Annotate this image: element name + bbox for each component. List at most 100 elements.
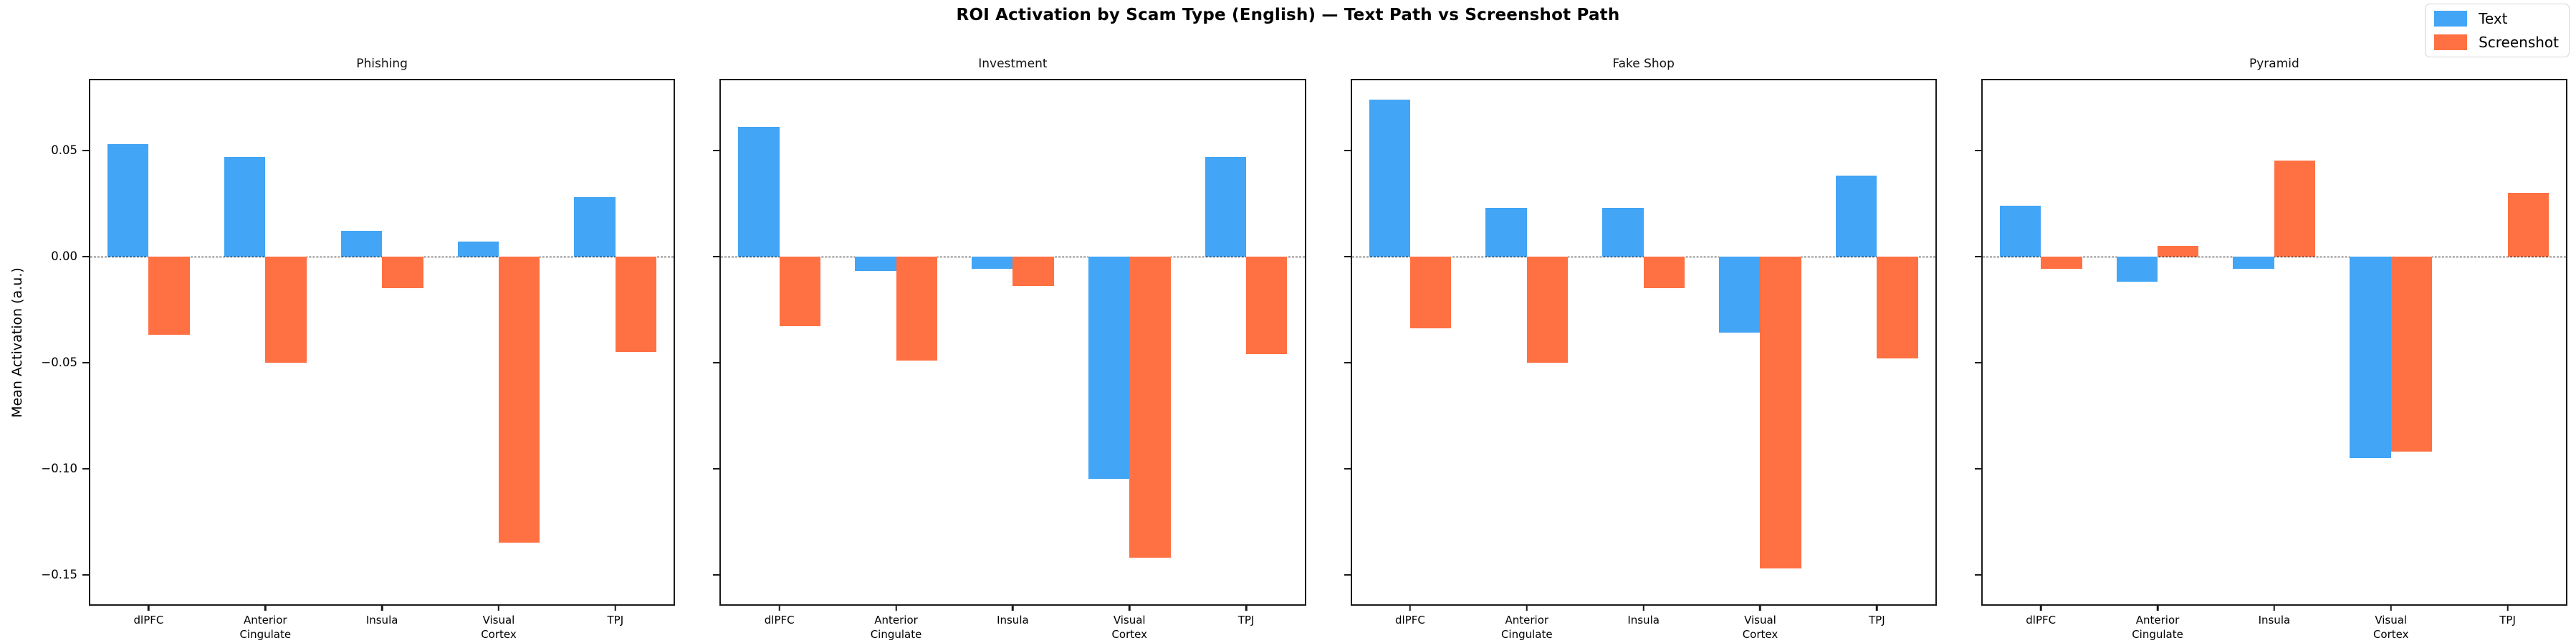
bar-screenshot-anterior-cingulate bbox=[1526, 256, 1569, 363]
x-tick-mark bbox=[895, 604, 897, 611]
y-tick-mark bbox=[1974, 361, 1981, 364]
bar-text-tpj bbox=[1835, 176, 1877, 257]
x-tick-mark bbox=[1012, 604, 1014, 611]
y-tick-mark bbox=[1344, 149, 1351, 152]
y-tick-mark bbox=[1974, 573, 1981, 576]
x-tick-mark bbox=[2506, 604, 2509, 611]
bar-text-dlpfc bbox=[1369, 99, 1410, 257]
bar-text-insula bbox=[2233, 256, 2274, 270]
x-tick-mark bbox=[264, 604, 267, 611]
bar-text-insula bbox=[340, 231, 383, 257]
legend: Text Screenshot bbox=[2425, 4, 2570, 57]
x-tick-label: Visual Cortex bbox=[1742, 614, 1778, 641]
x-tick-mark bbox=[1409, 604, 1412, 611]
bar-screenshot-tpj bbox=[1246, 256, 1288, 354]
bar-text-anterior-cingulate bbox=[2116, 256, 2158, 282]
subplot-fake-shop: Fake Shop dlPFC Anterior Cingulate Insula Vi… bbox=[1344, 57, 1937, 641]
y-tick-mark bbox=[82, 573, 89, 576]
x-tick-mark bbox=[497, 604, 500, 611]
subplot-title: Pyramid bbox=[2249, 57, 2299, 71]
legend-item-text: Text bbox=[2434, 11, 2559, 27]
bar-screenshot-anterior-cingulate bbox=[2158, 245, 2199, 257]
x-tick-label: TPJ bbox=[1237, 614, 1255, 627]
legend-swatch-text bbox=[2434, 11, 2468, 27]
x-tick-label: Anterior Cingulate bbox=[870, 614, 922, 641]
bar-screenshot-visual-cortex bbox=[1760, 256, 1801, 568]
x-tick-label: dlPFC bbox=[1395, 614, 1425, 627]
x-tick-label: Insula bbox=[997, 614, 1029, 627]
subplot-title: Phishing bbox=[356, 57, 408, 71]
bar-screenshot-visual-cortex bbox=[2390, 256, 2433, 452]
bar-screenshot-dlpfc bbox=[2041, 256, 2082, 270]
x-tick-mark bbox=[778, 604, 780, 611]
x-tick-label: Visual Cortex bbox=[1111, 614, 1147, 641]
bar-text-anterior-cingulate bbox=[224, 156, 266, 257]
bar-screenshot-tpj bbox=[1877, 256, 1918, 358]
x-tick-label: TPJ bbox=[1868, 614, 1885, 627]
y-tick-mark bbox=[713, 255, 720, 258]
bar-text-visual-cortex bbox=[457, 241, 499, 257]
legend-item-screenshot: Screenshot bbox=[2434, 34, 2559, 50]
x-tick-label: dlPFC bbox=[133, 614, 164, 627]
bar-text-dlpfc bbox=[107, 143, 149, 257]
y-tick-mark bbox=[1344, 255, 1351, 258]
x-tick-mark bbox=[1876, 604, 1878, 611]
bar-screenshot-insula bbox=[382, 256, 423, 289]
bar-screenshot-dlpfc bbox=[1409, 256, 1452, 329]
bar-screenshot-visual-cortex bbox=[1129, 256, 1171, 558]
y-axis-label: Mean Activation (a.u.) bbox=[9, 267, 25, 418]
panels-row: Phishing 0.05 0.00 −0.05 −0.10 −0.15 dlPFC Ante… bbox=[41, 57, 2567, 641]
bar-text-visual-cortex bbox=[2350, 256, 2391, 458]
y-tick-label: −0.10 bbox=[41, 461, 77, 475]
x-tick-mark bbox=[2390, 604, 2392, 611]
y-tick-label: −0.15 bbox=[41, 567, 77, 581]
x-tick-label: Visual Cortex bbox=[2372, 614, 2409, 641]
y-tick-label: 0.00 bbox=[51, 249, 77, 263]
y-tick-mark bbox=[82, 255, 89, 258]
x-tick-mark bbox=[614, 604, 617, 611]
bar-text-visual-cortex bbox=[1088, 256, 1130, 480]
x-tick-mark bbox=[2039, 604, 2042, 611]
subplot-title: Investment bbox=[978, 57, 1048, 71]
x-tick-mark bbox=[1128, 604, 1131, 611]
x-tick-mark bbox=[1642, 604, 1644, 611]
x-tick-label: Visual Cortex bbox=[481, 614, 517, 641]
bar-text-anterior-cingulate bbox=[855, 256, 896, 272]
bar-screenshot-tpj bbox=[2507, 192, 2549, 257]
bar-text-dlpfc bbox=[1999, 205, 2041, 257]
x-tick-mark bbox=[1245, 604, 1248, 611]
bar-text-tpj bbox=[574, 196, 616, 257]
x-tick-label: Anterior Cingulate bbox=[2132, 614, 2183, 641]
bar-text-visual-cortex bbox=[1719, 256, 1761, 333]
y-tick-mark bbox=[82, 149, 89, 152]
x-tick-mark bbox=[1759, 604, 1761, 611]
legend-label: Text bbox=[2479, 10, 2508, 27]
x-tick-mark bbox=[1526, 604, 1528, 611]
x-tick-label: Insula bbox=[365, 614, 398, 627]
y-tick-label: 0.05 bbox=[51, 143, 77, 157]
x-tick-label: Anterior Cingulate bbox=[239, 614, 292, 641]
bar-text-insula bbox=[971, 256, 1013, 270]
bar-text-dlpfc bbox=[738, 127, 780, 257]
bar-screenshot-anterior-cingulate bbox=[265, 256, 307, 363]
bar-screenshot-insula bbox=[1643, 256, 1685, 289]
bar-screenshot-insula bbox=[1012, 256, 1054, 287]
subplot-investment: Investment dlPFC Anterior Cingulate Insula V… bbox=[713, 57, 1306, 641]
chart-title: ROI Activation by Scam Type (English) — … bbox=[956, 6, 1620, 24]
y-tick-mark bbox=[713, 467, 720, 470]
y-tick-mark bbox=[1974, 255, 1981, 258]
bar-screenshot-anterior-cingulate bbox=[896, 256, 937, 361]
y-tick-mark bbox=[713, 361, 720, 364]
x-tick-label: dlPFC bbox=[764, 614, 795, 627]
legend-swatch-screenshot bbox=[2434, 34, 2468, 50]
x-tick-label: TPJ bbox=[2499, 614, 2516, 627]
y-tick-mark bbox=[1344, 467, 1351, 470]
y-tick-mark bbox=[1344, 573, 1351, 576]
y-tick-mark bbox=[82, 467, 89, 470]
bar-screenshot-dlpfc bbox=[148, 256, 190, 335]
bar-screenshot-tpj bbox=[615, 256, 657, 352]
x-tick-label: TPJ bbox=[607, 614, 624, 627]
x-tick-label: Anterior Cingulate bbox=[1500, 614, 1553, 641]
y-tick-mark bbox=[713, 573, 720, 576]
